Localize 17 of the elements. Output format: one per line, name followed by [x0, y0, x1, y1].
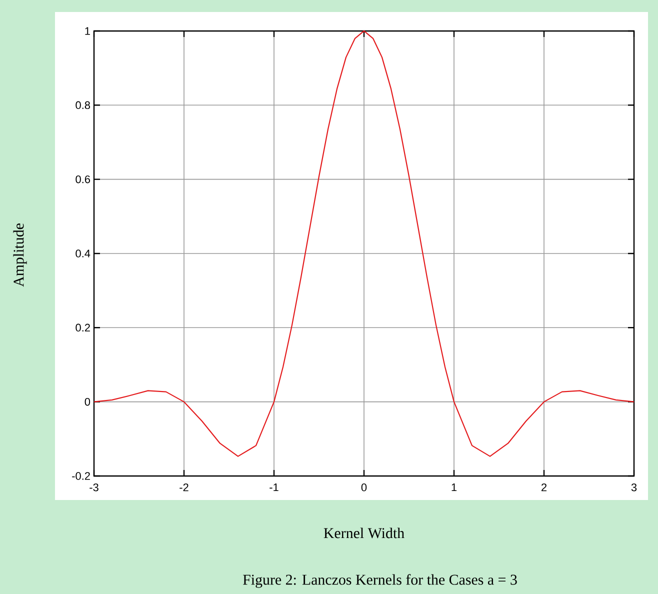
- y-tick-label: -0.2: [72, 472, 90, 480]
- y-axis-title: Amplitude: [13, 224, 27, 287]
- x-tick-label: 1: [452, 484, 457, 492]
- x-tick-label: 0: [361, 484, 367, 492]
- x-tick-label: -1: [270, 484, 278, 492]
- x-tick-label: 2: [542, 484, 547, 492]
- y-tick-label: 0.2: [76, 324, 90, 332]
- y-tick-label: 0.6: [76, 175, 90, 184]
- x-tick-label: 3: [631, 484, 637, 492]
- y-tick-label: 0.8: [76, 101, 90, 110]
- x-tick-label: -3: [90, 484, 98, 492]
- y-tick-label: 1: [85, 27, 90, 35]
- x-tick-label: -2: [180, 484, 188, 492]
- y-tick-label: 0: [84, 398, 90, 406]
- caption: Figure 2: Lanczos Kernels for the Cases a = 3: [243, 574, 517, 588]
- y-tick-label: 0.4: [76, 250, 90, 258]
- x-axis-title: Kernel Width: [324, 528, 404, 538]
